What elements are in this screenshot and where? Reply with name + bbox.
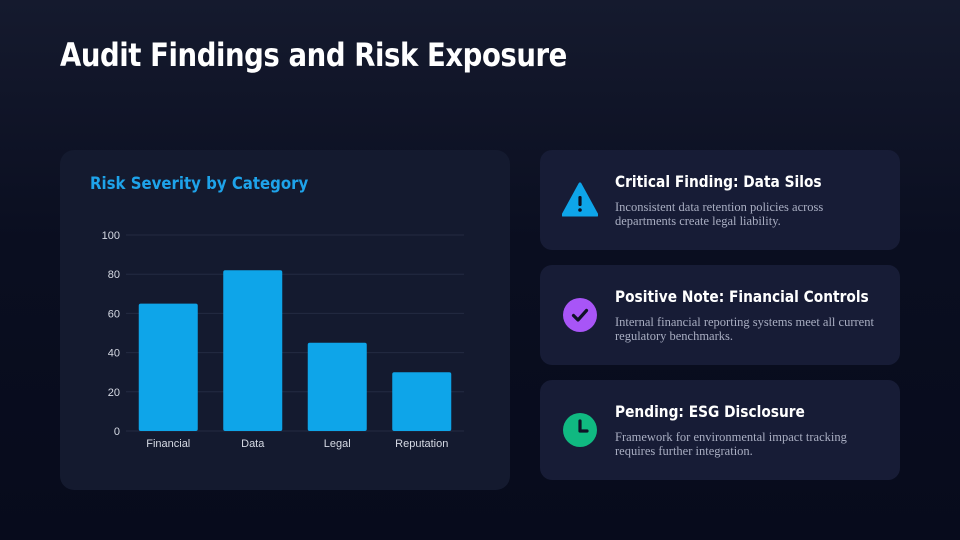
chart-title: Risk Severity by Category <box>90 174 309 194</box>
card-description: Internal financial reporting systems mee… <box>615 315 874 343</box>
finding-card-positive: Positive Note: Financial Controls Intern… <box>540 265 900 365</box>
finding-card-critical: Critical Finding: Data Silos Inconsisten… <box>540 150 900 250</box>
check-circle-icon <box>563 298 597 332</box>
bar-data <box>223 270 283 431</box>
y-tick-label: 100 <box>102 230 120 242</box>
x-tick-label: Legal <box>324 438 351 450</box>
bar-legal <box>307 342 367 431</box>
chart-card: Risk Severity by Category 0 20 40 60 80 100 Fi… <box>60 150 510 490</box>
card-description: Framework for environmental impact track… <box>615 430 847 458</box>
card-heading: Critical Finding: Data Silos <box>615 172 822 191</box>
y-tick-label: 60 <box>108 308 120 320</box>
y-tick-label: 80 <box>108 269 120 281</box>
x-tick-label: Data <box>241 438 265 450</box>
y-tick-label: 20 <box>108 387 120 399</box>
bar-reputation <box>392 372 452 431</box>
x-tick-label: Reputation <box>395 438 448 450</box>
y-tick-label: 0 <box>114 426 120 438</box>
card-heading: Positive Note: Financial Controls <box>615 287 869 306</box>
bar-chart: 0 20 40 60 80 100 Financial Data Legal Reputation <box>102 230 464 450</box>
finding-card-pending: Pending: ESG Disclosure Framework for en… <box>540 380 900 480</box>
y-tick-label: 40 <box>108 348 120 360</box>
clock-icon <box>563 413 597 447</box>
bar-financial <box>138 303 198 431</box>
warning-triangle-icon <box>562 182 598 217</box>
card-heading: Pending: ESG Disclosure <box>615 402 805 421</box>
x-tick-label: Financial <box>146 438 190 450</box>
page-title: Audit Findings and Risk Exposure <box>60 36 567 74</box>
card-description: Inconsistent data retention policies acr… <box>615 200 824 228</box>
